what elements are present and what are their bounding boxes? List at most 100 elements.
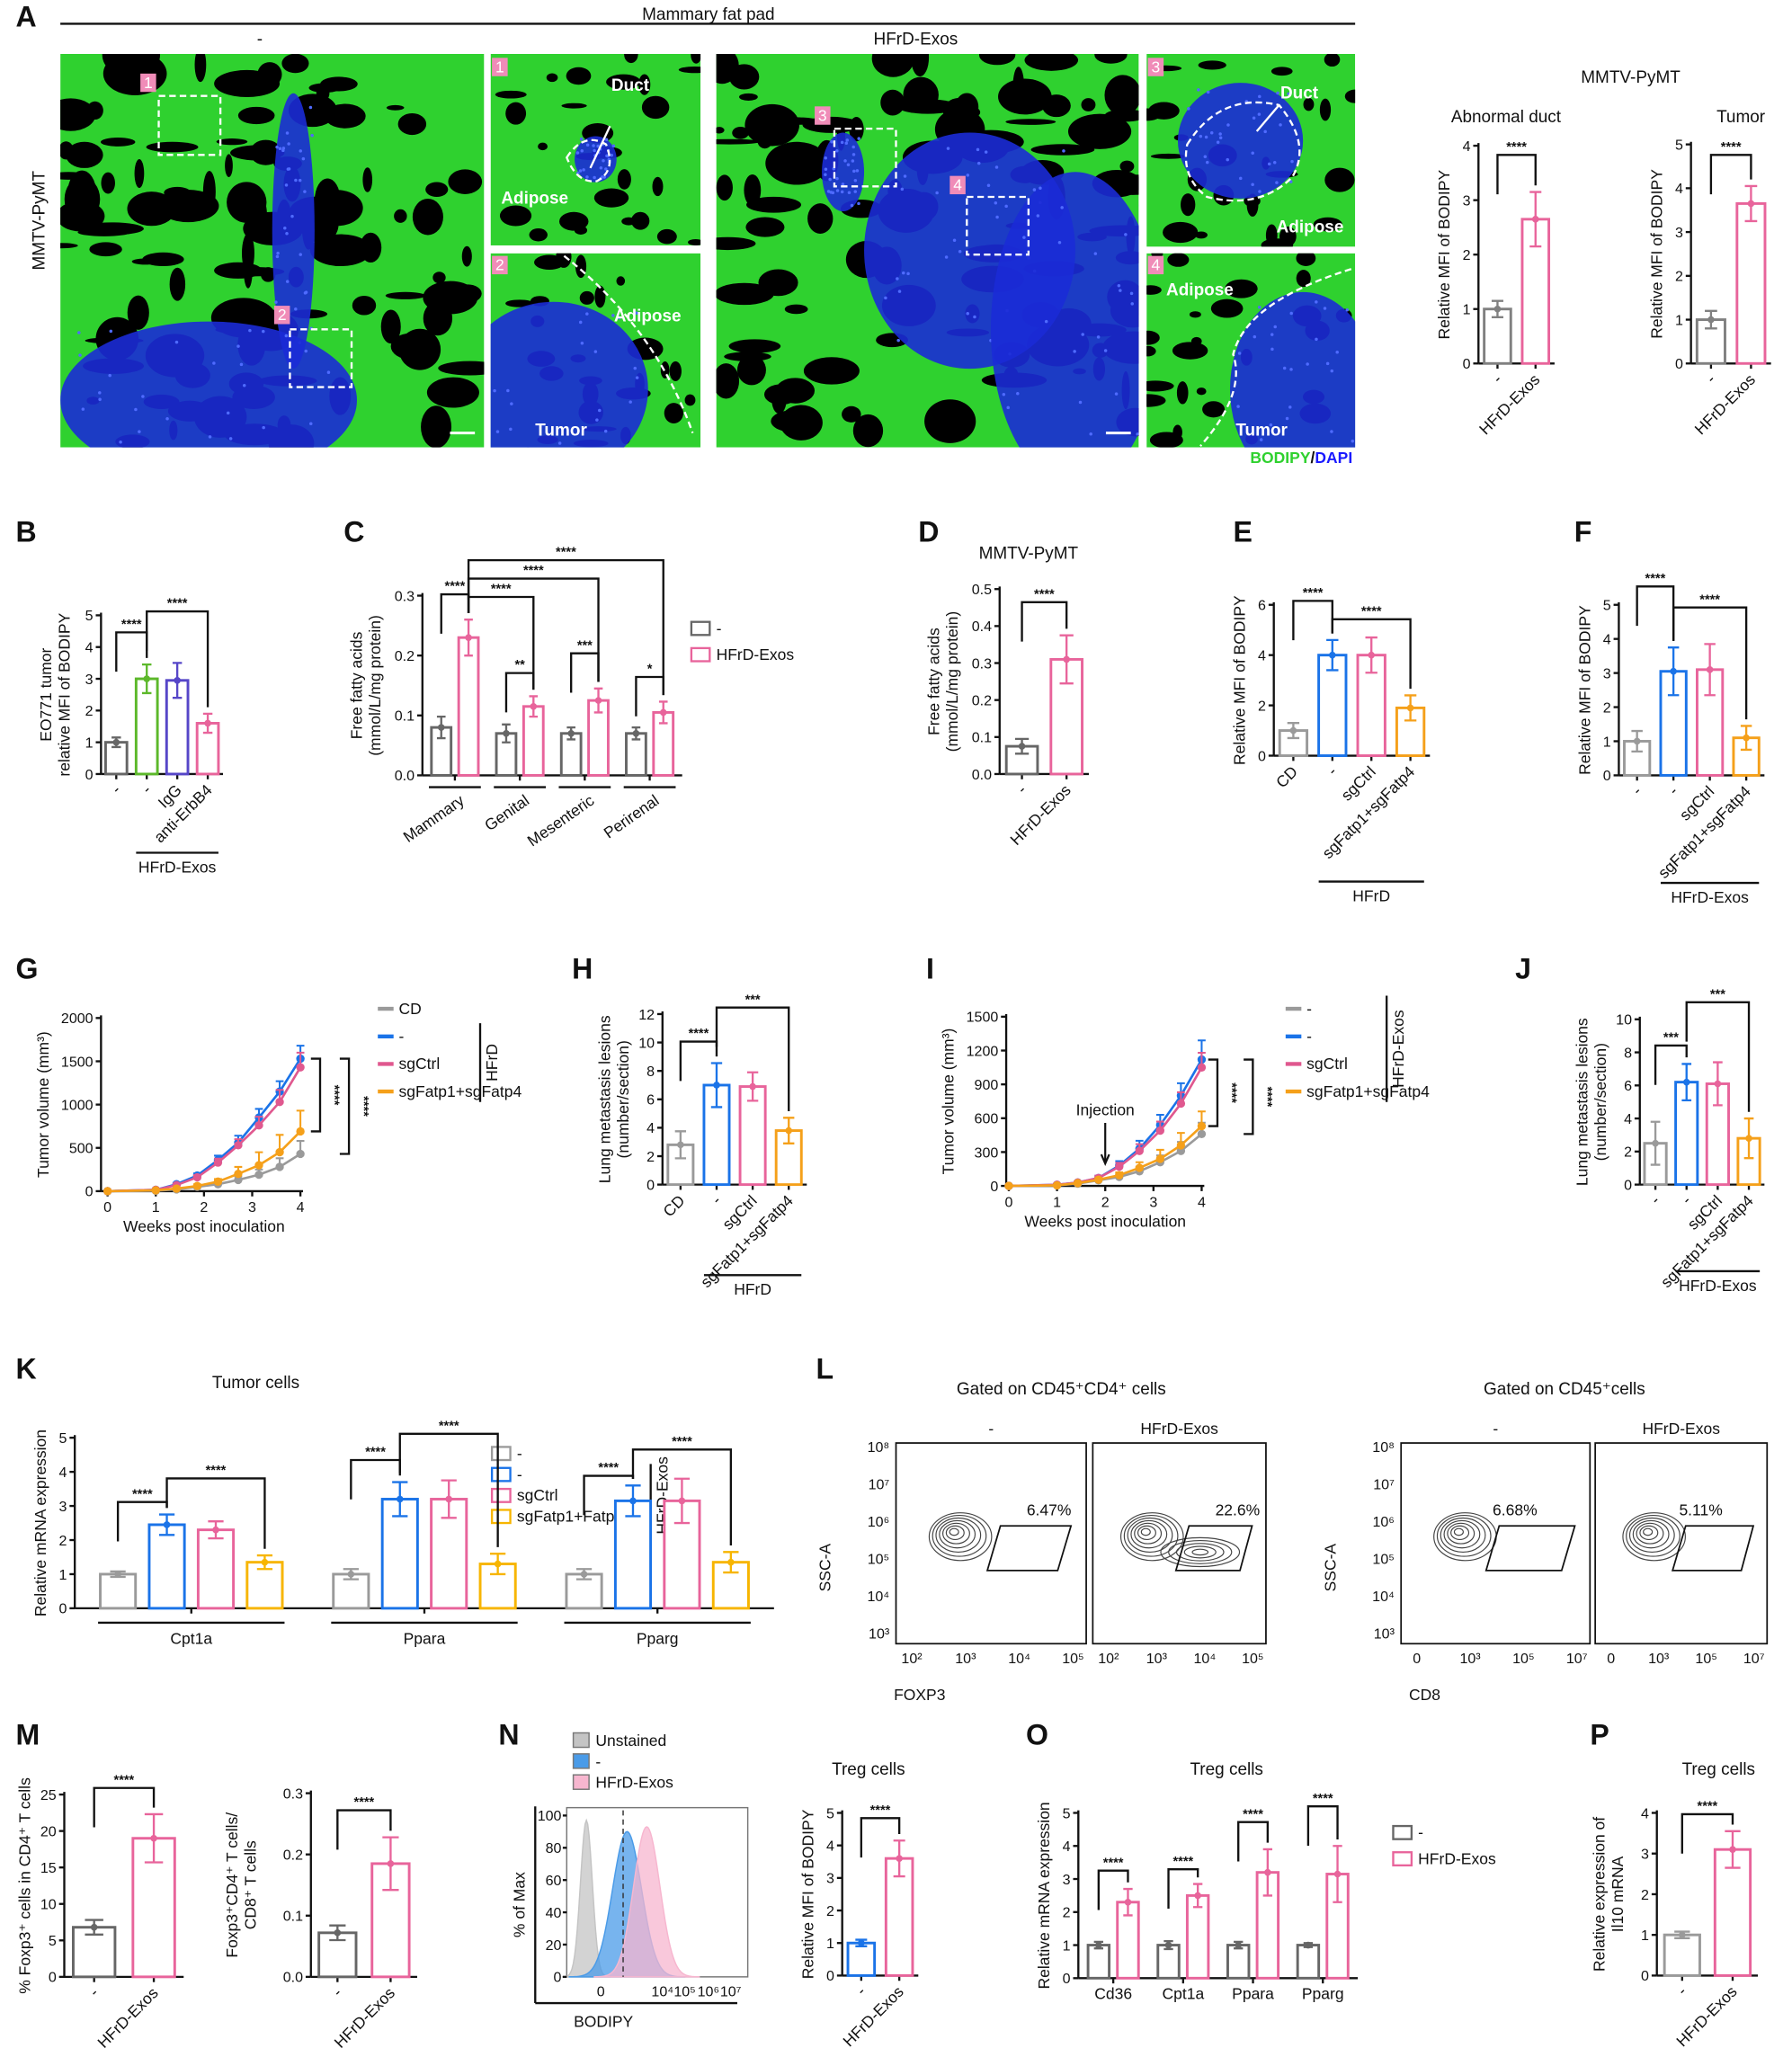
chart-j: 0 2 4 6 8 10 Lung metastasis lesions (number/se… xyxy=(1573,987,1765,1295)
nucleus xyxy=(1365,328,1369,332)
nucleus xyxy=(78,353,82,357)
significance-bracket xyxy=(1672,606,1748,720)
legend-label: - xyxy=(717,619,722,637)
dark-region xyxy=(678,66,701,74)
panel-label: N xyxy=(498,1719,519,1751)
data-point xyxy=(1094,1175,1103,1184)
data-point xyxy=(192,1172,202,1182)
nucleus xyxy=(239,362,244,367)
dark-region xyxy=(1176,381,1189,405)
data-point xyxy=(213,1158,223,1167)
nucleus xyxy=(1351,439,1355,443)
bar xyxy=(1520,218,1551,365)
nucleus xyxy=(152,469,156,473)
nucleus xyxy=(593,175,596,180)
y-tick-label: 60 xyxy=(546,1873,562,1889)
nucleus xyxy=(846,163,851,167)
nucleus xyxy=(855,169,860,173)
y-tick-label: 3 xyxy=(85,672,94,688)
x-category-label: Cd36 xyxy=(1094,1985,1132,2003)
x-category-label: Ppara xyxy=(1232,1985,1274,2003)
significance-label: **** xyxy=(365,1446,386,1460)
chart-m-ratio: 0.0 0.1 0.2 0.3 Foxp3⁺CD4⁺ T cells/CD8⁺ T ce… xyxy=(223,1785,417,2052)
nucleus xyxy=(98,397,102,402)
y-tick-label: 1 xyxy=(826,1936,834,1952)
mean-point xyxy=(1333,1870,1342,1878)
y-axis-label: SSC-A xyxy=(1321,1544,1339,1592)
y-tick-label: 3 xyxy=(1603,665,1611,681)
significance-bracket xyxy=(1685,1001,1751,1112)
data-point xyxy=(151,1186,160,1195)
nucleus xyxy=(857,201,860,206)
panel-label: J xyxy=(1515,953,1531,985)
significance-label: ** xyxy=(514,658,525,672)
chart-c: 0.0 0.1 0.2 0.3 Free fatty acids (mmol/L/mg p… xyxy=(348,546,795,850)
dark-region xyxy=(684,394,696,406)
nucleus xyxy=(1117,284,1121,288)
dark-region xyxy=(1146,330,1160,345)
stain-bodipy: BODIPY xyxy=(1250,449,1310,467)
legend-label: - xyxy=(595,1752,601,1770)
y-tick-label: 10⁶ xyxy=(868,1514,889,1530)
y-axis-label: (mmol/L/mg protein) xyxy=(366,615,384,756)
mean-point xyxy=(1289,726,1297,735)
y-axis-label: Tumor volume (mm³) xyxy=(34,1031,52,1178)
y-tick-label: 5 xyxy=(58,1430,67,1447)
mean-point xyxy=(594,697,602,704)
nucleus xyxy=(1081,333,1084,336)
nucleus xyxy=(824,173,827,176)
mean-point xyxy=(678,1497,686,1505)
y-tick-label: 1 xyxy=(1675,312,1683,328)
significance-label: **** xyxy=(1721,140,1742,155)
nucleus xyxy=(1204,135,1208,139)
y-tick-label: 0 xyxy=(990,1179,998,1195)
nucleus xyxy=(138,430,141,433)
y-axis-label: % Foxp3⁺ cells in CD4⁺ T cells xyxy=(16,1777,34,1994)
dark-region xyxy=(67,170,96,215)
data-point xyxy=(1052,1180,1062,1190)
dark-region xyxy=(142,252,184,267)
nucleus xyxy=(1187,107,1190,111)
dark-region xyxy=(77,228,131,236)
mean-point xyxy=(163,1521,171,1528)
nucleus xyxy=(966,311,969,316)
dark-region xyxy=(546,73,558,83)
dark-region xyxy=(1148,102,1180,120)
panel-a-header: Mammary fat pad xyxy=(642,5,774,24)
gate-polygon xyxy=(1174,1525,1253,1572)
duct-pointer xyxy=(1255,104,1280,132)
chart-n-mfi: 0 1 2 3 4 5 Relative MFI of BODIPY Treg cells -H… xyxy=(799,1760,919,2050)
x-tick-label: 10⁵ xyxy=(1512,1651,1534,1667)
nucleus xyxy=(604,167,608,171)
mean-point xyxy=(1743,734,1750,742)
nucleus xyxy=(1236,405,1240,408)
nucleus xyxy=(575,151,580,155)
mean-point xyxy=(1682,1078,1690,1086)
nucleus xyxy=(851,153,856,156)
density-contour xyxy=(1436,1514,1492,1557)
significance-label: **** xyxy=(1260,1087,1274,1108)
nucleus xyxy=(824,156,827,160)
y-tick-label: 20 xyxy=(40,1823,57,1839)
y-tick-label: 3 xyxy=(826,1871,834,1887)
nucleus xyxy=(835,189,840,192)
y-tick-label: 2 xyxy=(1641,1887,1649,1903)
y-tick-label: 3 xyxy=(1063,1872,1071,1888)
tumor-border xyxy=(1199,268,1352,447)
legend-swatch xyxy=(490,1487,512,1503)
nucleus xyxy=(611,449,615,452)
duct-label: Duct xyxy=(611,76,650,95)
density-contour xyxy=(1433,1512,1497,1562)
mean-point xyxy=(659,708,667,717)
significance-label: **** xyxy=(491,583,512,597)
data-point xyxy=(296,1063,305,1072)
nucleus xyxy=(598,408,602,413)
nucleus xyxy=(1073,350,1076,353)
y-tick-label: 5 xyxy=(1675,137,1683,153)
x-category-label: - xyxy=(1489,370,1505,387)
nucleus xyxy=(994,165,999,169)
x-tick-label: 10⁷ xyxy=(1743,1651,1765,1667)
dark-region xyxy=(223,266,285,277)
inset-number: 4 xyxy=(953,176,962,194)
density-contour xyxy=(1123,1514,1179,1557)
